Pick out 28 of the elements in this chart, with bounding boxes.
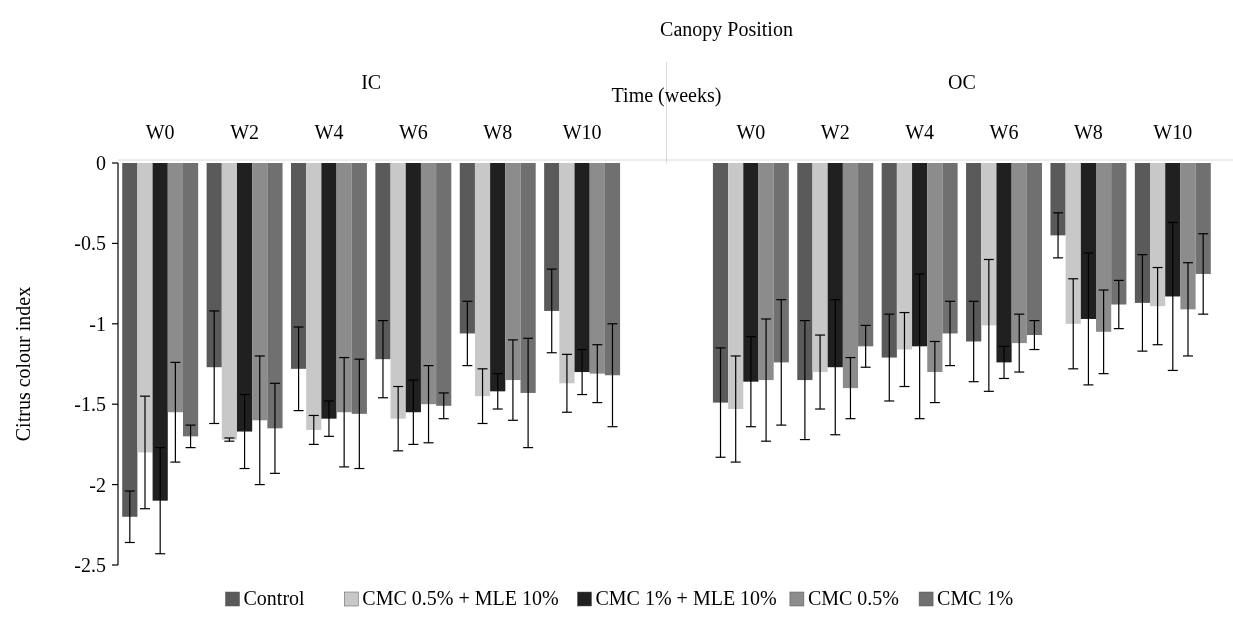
text: IC <box>361 71 382 93</box>
x-tick-label: W8 <box>1073 121 1103 143</box>
y-tick-label: 0 <box>96 152 106 174</box>
x-tick-label: W10 <box>1153 121 1193 143</box>
x-axis-title: Time (weeks) <box>611 84 722 107</box>
legend-label: CMC 1% <box>937 587 1014 609</box>
legend-label: CMC 1% + MLE 10% <box>595 587 777 609</box>
x-tick-label: W4 <box>314 121 344 143</box>
y-tick-label: -2 <box>89 473 106 496</box>
y-tick-label: -1.5 <box>74 393 106 416</box>
x-tick-label: W6 <box>398 121 428 143</box>
x-tick-label: W6 <box>989 121 1019 143</box>
x-tick-label: W0 <box>736 121 766 143</box>
x-tick-label: W10 <box>562 121 602 143</box>
y-tick-label: -2.5 <box>74 554 106 576</box>
y-axis-title: Citrus colour index <box>12 286 34 442</box>
text: OC <box>947 71 976 93</box>
x-tick-label: W0 <box>145 121 175 143</box>
x-tick-label: W2 <box>230 121 260 143</box>
x-tick-label: W8 <box>483 121 513 143</box>
legend-label: CMC 0.5% + MLE 10% <box>362 587 559 609</box>
x-tick-label: W2 <box>820 121 850 143</box>
y-tick-label: -0.5 <box>74 232 106 255</box>
y-tick-label: -1 <box>89 312 106 335</box>
x-tick-label: W4 <box>905 121 935 143</box>
chart-title: Canopy Position <box>660 18 793 41</box>
legend-label: Control <box>243 587 306 609</box>
legend-label: CMC 0.5% <box>807 587 900 609</box>
